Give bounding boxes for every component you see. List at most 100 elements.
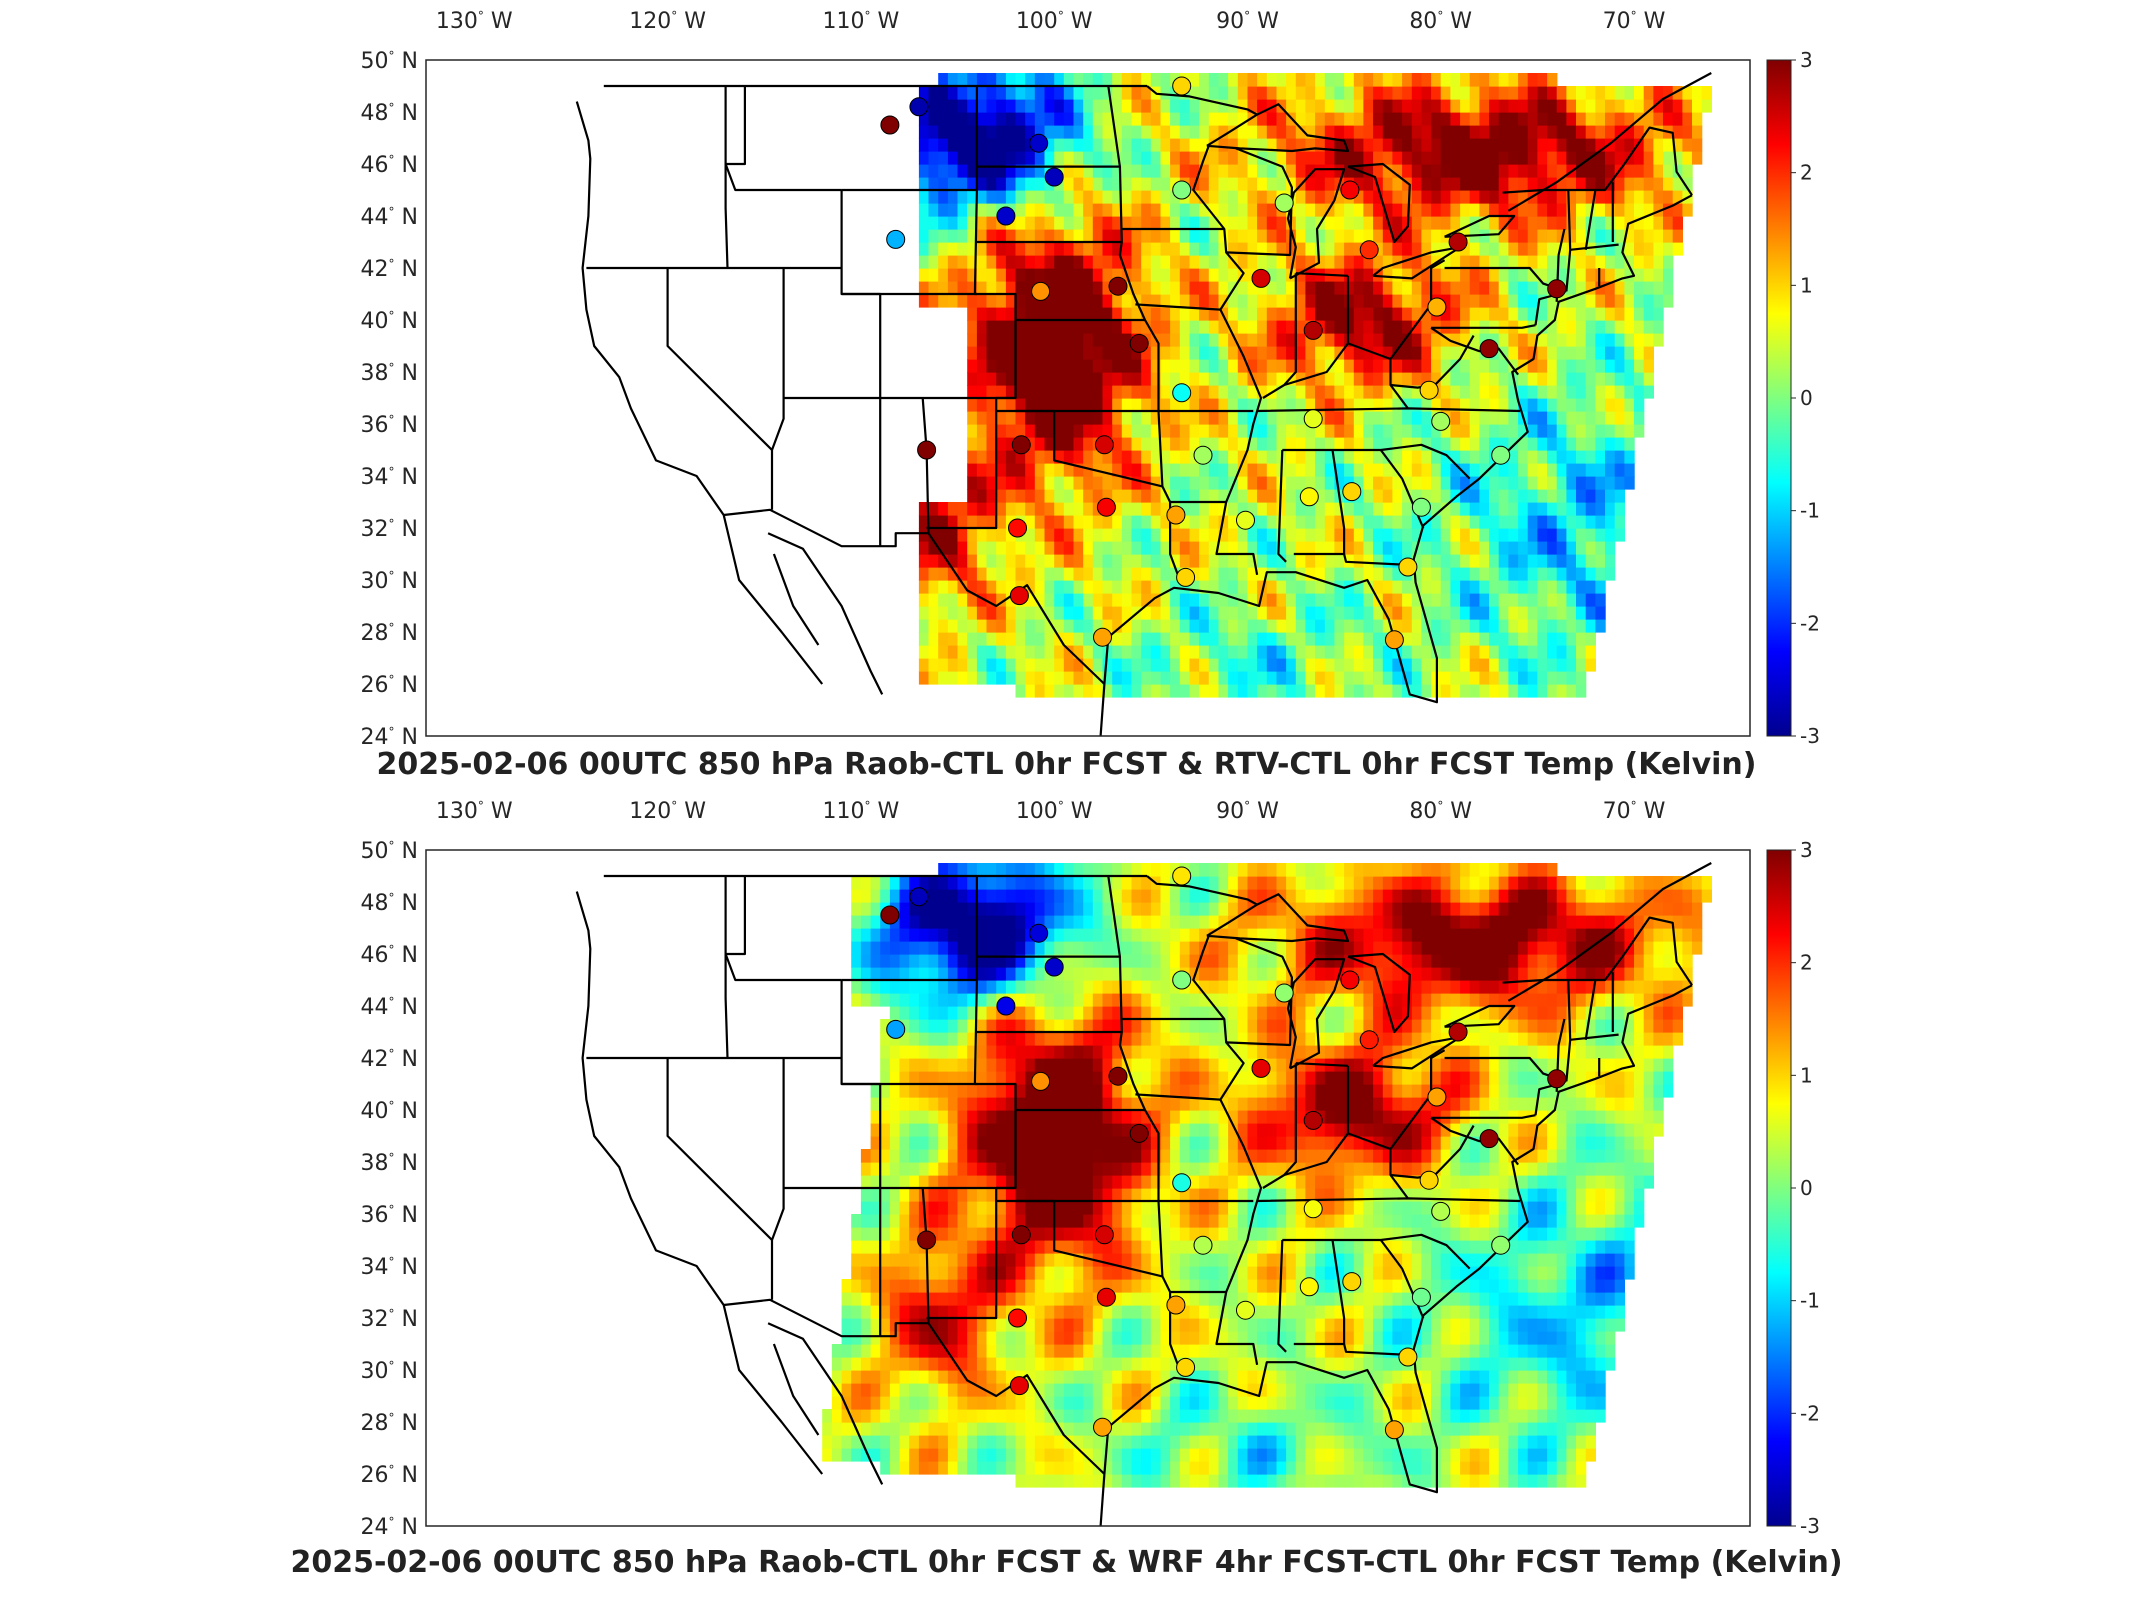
field-cell (1460, 476, 1471, 490)
field-cell (1382, 242, 1394, 256)
field-cell (1663, 216, 1674, 230)
field-cell (1315, 658, 1326, 672)
field-cell (1392, 502, 1403, 516)
field-cell (996, 268, 1007, 282)
field-cell (1537, 1279, 1548, 1293)
field-cell (1286, 294, 1297, 308)
field-cell (1556, 567, 1567, 581)
field-cell (1547, 1292, 1558, 1306)
field-cell (851, 1435, 862, 1449)
field-cell (1440, 1331, 1451, 1345)
field-cell (928, 1383, 939, 1397)
field-cell (1440, 190, 1451, 204)
field-cell (1179, 359, 1191, 373)
field-cell (1392, 515, 1403, 529)
field-cell (1498, 268, 1509, 282)
field-cell (1286, 580, 1297, 594)
field-cell (1605, 1357, 1616, 1371)
field-cell (996, 632, 1007, 646)
field-cell (1083, 580, 1094, 594)
field-cell (1131, 502, 1142, 516)
field-cell (1073, 99, 1084, 113)
field-cell (1605, 242, 1616, 256)
field-cell (986, 1357, 997, 1371)
field-cell (1518, 255, 1529, 269)
field-cell (1160, 437, 1171, 451)
field-cell (1266, 1305, 1278, 1319)
field-cell (1566, 424, 1577, 438)
field-cell (1305, 164, 1316, 178)
field-cell (1131, 73, 1142, 87)
field-cell (1576, 658, 1587, 672)
field-cell (1566, 502, 1577, 516)
field-cell (1353, 1383, 1365, 1397)
field-cell (1334, 255, 1345, 269)
field-cell (1566, 437, 1577, 451)
field-cell (1334, 1266, 1345, 1280)
field-cell (1247, 593, 1258, 607)
field-cell (957, 255, 968, 269)
field-cell (986, 372, 997, 386)
field-cell (1179, 99, 1191, 113)
field-cell (1315, 177, 1326, 191)
field-cell (1585, 515, 1596, 529)
field-cell (1373, 515, 1384, 529)
field-cell (1334, 86, 1345, 100)
field-cell (1170, 671, 1181, 685)
field-cell (1653, 125, 1664, 139)
field-cell (1431, 151, 1442, 165)
field-cell (1121, 1474, 1133, 1488)
field-cell (1063, 645, 1075, 659)
field-cell (1334, 606, 1345, 620)
field-cell (1170, 333, 1181, 347)
field-cell (1411, 1318, 1423, 1332)
field-cell (1440, 307, 1451, 321)
field-cell (1479, 1292, 1490, 1306)
field-cell (1315, 99, 1326, 113)
field-cell (1286, 73, 1297, 87)
field-cell (1353, 281, 1365, 295)
field-cell (947, 1409, 959, 1423)
field-cell (1170, 164, 1181, 178)
field-cell (1634, 333, 1645, 347)
field-cell (1034, 398, 1046, 412)
field-cell (1643, 307, 1654, 321)
field-cell (1440, 73, 1451, 87)
field-cell (1392, 411, 1403, 425)
field-cell (889, 1279, 901, 1293)
field-cell (1334, 1305, 1345, 1319)
field-cell (1402, 671, 1413, 685)
field-cell (918, 1331, 930, 1345)
field-cell (976, 268, 988, 282)
field-cell (967, 476, 978, 490)
field-cell (1508, 645, 1519, 659)
field-cell (1353, 1344, 1365, 1358)
field-cell (1150, 216, 1162, 230)
field-cell (1402, 320, 1413, 334)
field-cell (1450, 125, 1461, 139)
field-cell (1208, 476, 1220, 490)
field-cell (1605, 190, 1616, 204)
field-cell (1208, 307, 1220, 321)
field-cell (1595, 294, 1606, 308)
field-cell (1450, 333, 1461, 347)
field-cell (1431, 567, 1442, 581)
lon-tick-label: 70° W (1603, 9, 1666, 34)
field-cell (1237, 151, 1249, 165)
field-cell (1498, 619, 1509, 633)
field-cell (1073, 489, 1084, 503)
field-cell (1034, 684, 1046, 698)
field-cell (1295, 1435, 1307, 1449)
field-cell (1392, 255, 1403, 269)
field-cell (967, 593, 978, 607)
field-cell (1199, 1370, 1210, 1384)
field-cell (1508, 554, 1519, 568)
field-cell (1460, 502, 1471, 516)
field-cell (1585, 333, 1596, 347)
field-cell (1334, 1357, 1345, 1371)
field-cell (1131, 1318, 1142, 1332)
field-cell (1063, 242, 1075, 256)
raob-station-marker (1251, 268, 1271, 288)
field-cell (1170, 1448, 1181, 1462)
field-cell (1199, 463, 1210, 477)
